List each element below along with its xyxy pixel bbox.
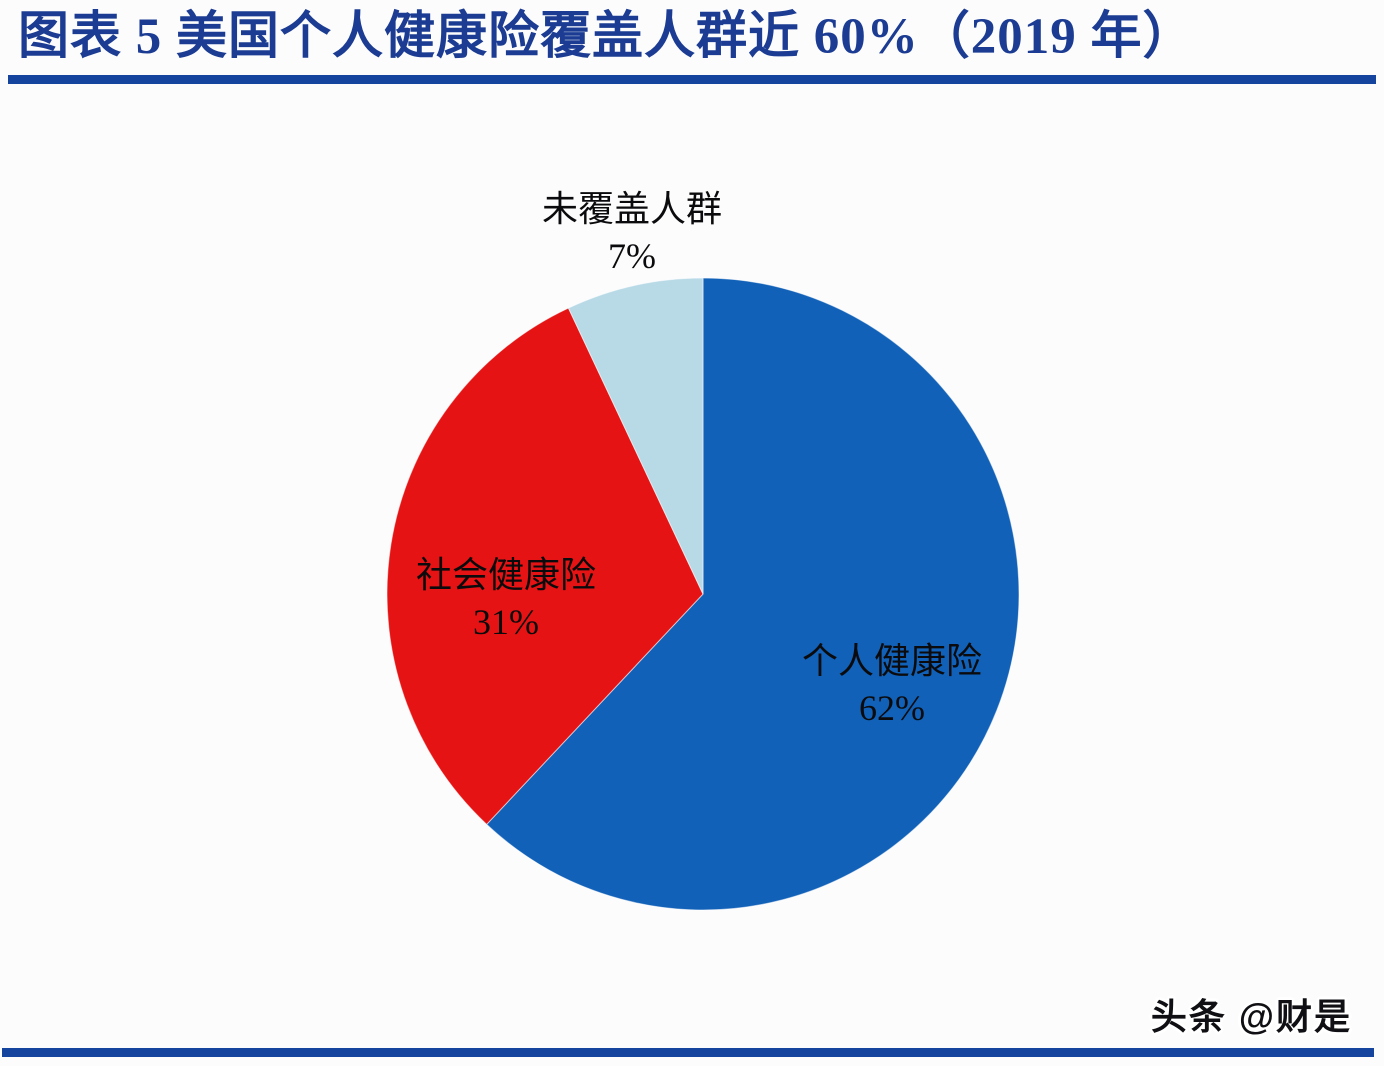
pie-slice-label-uncovered-percent: 7% <box>607 236 656 276</box>
title-rule <box>8 75 1376 84</box>
pie-slice-0 <box>485 277 1020 911</box>
pie-slice-label-personal-percent: 62% <box>858 688 925 728</box>
pie-slice-label-uncovered: 未覆盖人群 7% <box>542 186 722 280</box>
pie-slice-1 <box>386 307 704 826</box>
bottom-rule <box>2 1048 1374 1057</box>
pie-slice-label-social: 社会健康险 31% <box>416 552 596 646</box>
pie-slice-label-social-percent: 31% <box>472 602 539 642</box>
pie-chart-svg <box>386 277 1020 911</box>
pie-slice-2 <box>567 277 704 595</box>
watermark: 头条 @财是 <box>1150 996 1352 1037</box>
figure-title: 图表 5 美国个人健康险覆盖人群近 60%（2019 年） <box>18 9 1195 65</box>
pie-slice-label-uncovered-text: 未覆盖人群 <box>541 189 723 229</box>
pie-chart <box>383 274 1023 914</box>
pie-slice-label-personal-text: 个人健康险 <box>801 641 983 681</box>
pie-slice-label-personal: 个人健康险 62% <box>802 638 982 732</box>
pie-slice-label-social-text: 社会健康险 <box>415 555 597 595</box>
